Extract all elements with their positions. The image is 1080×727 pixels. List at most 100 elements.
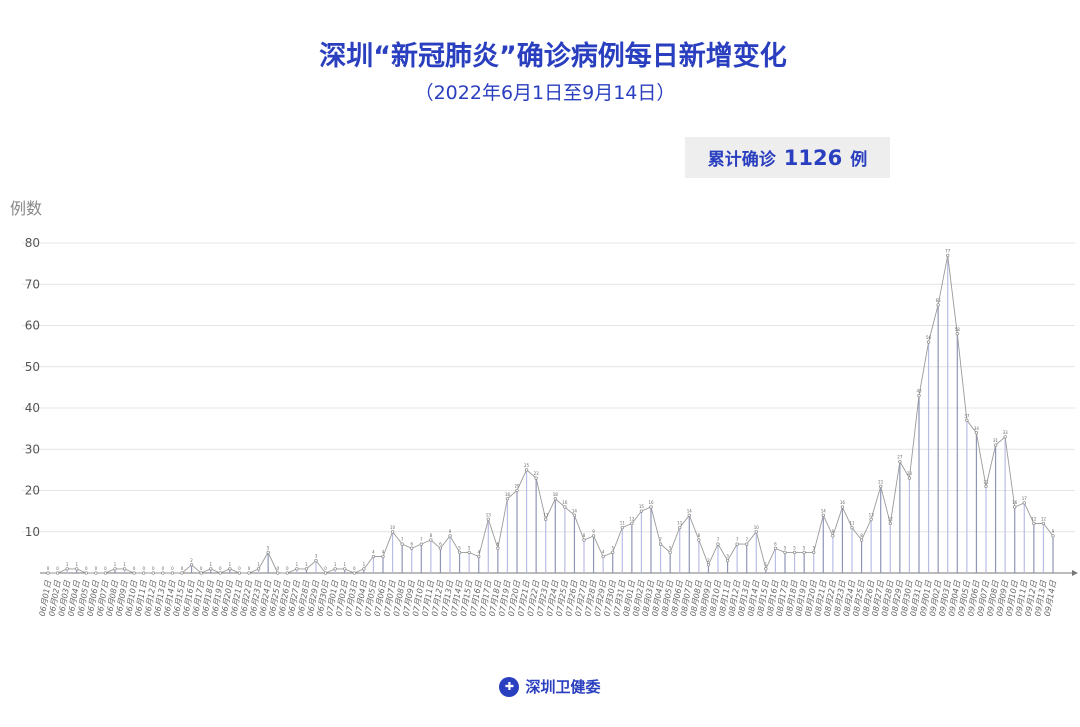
data-point: [773, 546, 778, 550]
data-point: [993, 443, 998, 447]
data-label: 4: [372, 550, 375, 555]
data-label: 0: [181, 566, 184, 571]
data-point: [438, 546, 443, 550]
total-cases-box: 累计确诊 1126 例: [685, 137, 890, 178]
data-label: 21: [878, 479, 884, 484]
data-point: [209, 567, 213, 571]
data-label: 5: [267, 545, 270, 550]
data-label: 12: [629, 517, 635, 522]
data-label: 77: [945, 248, 951, 253]
data-point: [256, 567, 261, 571]
y-tick-label: 70: [25, 277, 40, 291]
data-label: 15: [639, 504, 645, 509]
data-label: 27: [897, 455, 903, 460]
data-point: [553, 497, 557, 501]
data-label: 1: [305, 562, 308, 567]
footer: ✚ 深圳卫健委: [0, 676, 1080, 697]
data-label: 1: [363, 562, 366, 567]
data-label: 0: [56, 566, 59, 571]
data-label: 0: [248, 566, 251, 571]
data-point: [888, 521, 892, 526]
data-point: [649, 505, 653, 509]
chart-title: 深圳“新冠肺炎”确诊病例每日新增变化: [319, 41, 787, 72]
data-label: 6: [410, 541, 413, 546]
data-point: [745, 542, 749, 546]
data-point: [390, 530, 395, 534]
data-label: 4: [382, 550, 385, 555]
data-point: [812, 550, 816, 555]
data-label: 9: [832, 529, 835, 534]
data-label: 2: [190, 558, 193, 563]
data-label: 0: [219, 566, 222, 571]
data-label: 17: [1022, 496, 1028, 501]
data-label: 0: [353, 566, 356, 571]
data-label: 2: [707, 558, 710, 563]
y-tick-label: 80: [25, 236, 40, 250]
data-label: 1: [75, 562, 78, 567]
data-label: 9: [1052, 529, 1055, 534]
data-label: 23: [534, 471, 540, 476]
data-label: 21: [983, 479, 989, 484]
data-label: 18: [553, 492, 559, 497]
data-label: 0: [104, 566, 107, 571]
data-point: [611, 550, 615, 555]
data-point: [362, 567, 366, 571]
data-point: [850, 525, 854, 530]
data-point: [486, 517, 490, 522]
data-label: 0: [133, 566, 136, 571]
data-point: [371, 554, 376, 559]
data-point: [907, 476, 912, 480]
data-label: 16: [1012, 500, 1018, 505]
data-label: 56: [926, 335, 932, 340]
data-point: [984, 484, 988, 489]
data-label: 8: [430, 533, 433, 538]
data-label: 0: [95, 566, 98, 571]
data-point: [764, 567, 768, 571]
data-label: 13: [543, 512, 549, 517]
data-point: [304, 567, 309, 571]
data-label: 7: [401, 537, 404, 542]
data-label: 0: [162, 566, 165, 571]
data-label: 0: [85, 566, 88, 571]
data-point: [180, 571, 184, 575]
data-label: 1: [229, 562, 232, 567]
data-label: 10: [390, 525, 396, 530]
data-label: 7: [717, 537, 720, 542]
data-point: [639, 509, 644, 513]
data-point: [237, 571, 242, 575]
data-label: 16: [562, 500, 568, 505]
data-point: [515, 488, 519, 493]
data-label: 9: [449, 529, 452, 534]
data-point: [1003, 435, 1007, 439]
data-point: [898, 459, 902, 464]
data-point: [754, 530, 758, 534]
data-label: 4: [602, 550, 605, 555]
data-point: [410, 546, 414, 550]
data-point: [323, 571, 328, 575]
data-point: [1022, 501, 1026, 505]
data-point: [381, 554, 385, 559]
data-point: [706, 563, 711, 567]
data-point: [429, 538, 433, 542]
data-label: 7: [659, 537, 662, 542]
data-label: 0: [171, 566, 174, 571]
data-point: [55, 571, 60, 575]
data-label: 58: [955, 327, 961, 332]
data-point: [783, 550, 787, 555]
data-label: 8: [860, 533, 863, 538]
data-label: 43: [916, 389, 922, 394]
data-label: 14: [572, 508, 578, 513]
data-label: 1: [343, 562, 346, 567]
data-label: 1: [123, 562, 126, 567]
chart-subtitle: （2022年6月1日至9月14日）: [414, 82, 676, 104]
data-label: 8: [583, 533, 586, 538]
data-point: [524, 468, 529, 472]
data-label: 3: [315, 554, 318, 559]
data-label: 16: [840, 500, 846, 505]
data-point: [457, 550, 462, 555]
data-point: [505, 497, 510, 501]
data-point: [678, 525, 682, 530]
data-label: 0: [47, 566, 50, 571]
data-label: 14: [821, 508, 827, 513]
